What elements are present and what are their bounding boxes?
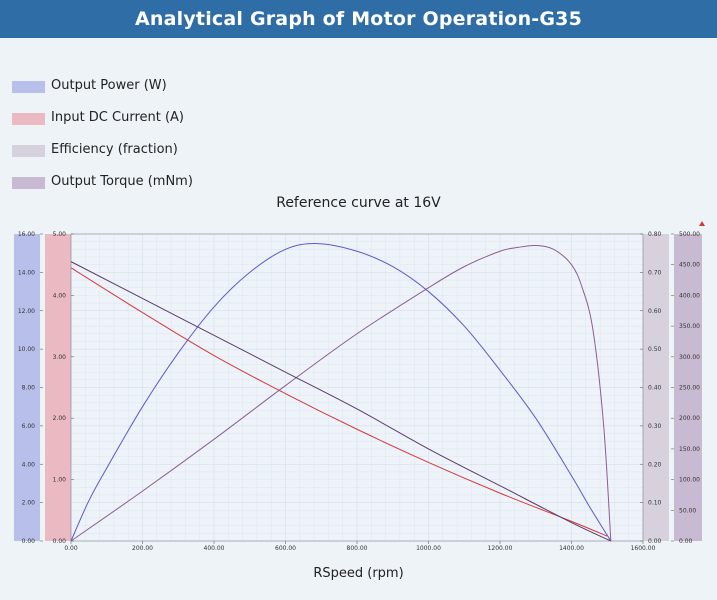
- y-tick-label-torque: 250.00: [679, 385, 700, 392]
- y-tick-label-power: 12.00: [18, 308, 35, 315]
- legend-label-current: Input DC Current (A): [51, 110, 185, 125]
- y-tick-label-current: 2.00: [53, 415, 67, 422]
- series-line-current: [70, 267, 608, 537]
- y-tick-label-current: 3.00: [53, 354, 67, 361]
- legend-swatch-current: [12, 113, 45, 125]
- y-tick-label-efficiency: 0.40: [648, 385, 662, 392]
- y-tick-label-efficiency: 0.20: [648, 461, 662, 468]
- y-tick-label-torque: 150.00: [679, 446, 700, 453]
- y-tick-label-current: 1.00: [53, 477, 67, 484]
- x-axis-title: RSpeed (rpm): [313, 566, 404, 581]
- series-line-torque: [70, 261, 612, 542]
- series-line-efficiency: [70, 244, 612, 542]
- y-tick-label-torque: 350.00: [679, 323, 700, 330]
- y-tick-label-power: 14.00: [18, 269, 35, 276]
- x-tick-label: 1000.00: [416, 545, 441, 552]
- y-tick-label-torque: 500.00: [679, 231, 700, 238]
- y-tick-label-power: 10.00: [18, 346, 35, 353]
- x-tick-label: 600.00: [275, 545, 296, 552]
- y-tick-label-efficiency: 0.80: [648, 231, 662, 238]
- y-tick-label-power: 2.00: [22, 500, 36, 507]
- axis-band-torque: [674, 234, 702, 541]
- x-tick-label: 800.00: [347, 545, 368, 552]
- legend-swatch-torque: [12, 177, 45, 189]
- x-tick-label: 400.00: [204, 545, 225, 552]
- x-tick-label: 1200.00: [488, 545, 513, 552]
- y-tick-label-efficiency: 0.60: [648, 308, 662, 315]
- axis-band-current: [45, 234, 71, 541]
- y-tick-label-current: 0.00: [53, 538, 67, 545]
- chart-title: Reference curve at 16V: [276, 195, 441, 211]
- y-tick-label-torque: 400.00: [679, 292, 700, 299]
- legend-swatch-power: [12, 81, 45, 93]
- y-tick-label-efficiency: 0.00: [648, 538, 662, 545]
- axis-arrow-icon: [699, 221, 705, 226]
- y-tick-label-efficiency: 0.70: [648, 269, 662, 276]
- x-tick-label: 1600.00: [631, 545, 656, 552]
- page-title: Analytical Graph of Motor Operation-G35: [0, 0, 717, 38]
- y-tick-label-torque: 50.00: [679, 507, 696, 514]
- y-tick-label-torque: 300.00: [679, 354, 700, 361]
- y-tick-label-power: 6.00: [22, 423, 36, 430]
- legend-swatch-efficiency: [12, 145, 45, 157]
- y-tick-label-torque: 0.00: [679, 538, 693, 545]
- x-tick-label: 0.00: [64, 545, 78, 552]
- y-tick-label-power: 0.00: [22, 538, 36, 545]
- y-tick-label-power: 4.00: [22, 461, 36, 468]
- y-tick-label-current: 4.00: [53, 292, 67, 299]
- y-tick-label-torque: 200.00: [679, 415, 700, 422]
- series-line-power: [70, 243, 612, 542]
- legend-label-torque: Output Torque (mNm): [51, 174, 193, 189]
- y-tick-label-power: 16.00: [18, 231, 35, 238]
- y-tick-label-torque: 100.00: [679, 477, 700, 484]
- x-tick-label: 200.00: [132, 545, 153, 552]
- y-tick-label-current: 5.00: [53, 231, 67, 238]
- y-tick-label-torque: 450.00: [679, 262, 700, 269]
- legend-label-power: Output Power (W): [51, 78, 167, 93]
- y-tick-label-efficiency: 0.30: [648, 423, 662, 430]
- x-tick-label: 1400.00: [559, 545, 584, 552]
- y-tick-label-efficiency: 0.10: [648, 500, 662, 507]
- y-tick-label-efficiency: 0.50: [648, 346, 662, 353]
- y-tick-label-power: 8.00: [22, 385, 36, 392]
- axis-band-efficiency: [643, 234, 669, 541]
- legend-label-efficiency: Efficiency (fraction): [51, 142, 178, 157]
- axis-band-power: [14, 234, 40, 541]
